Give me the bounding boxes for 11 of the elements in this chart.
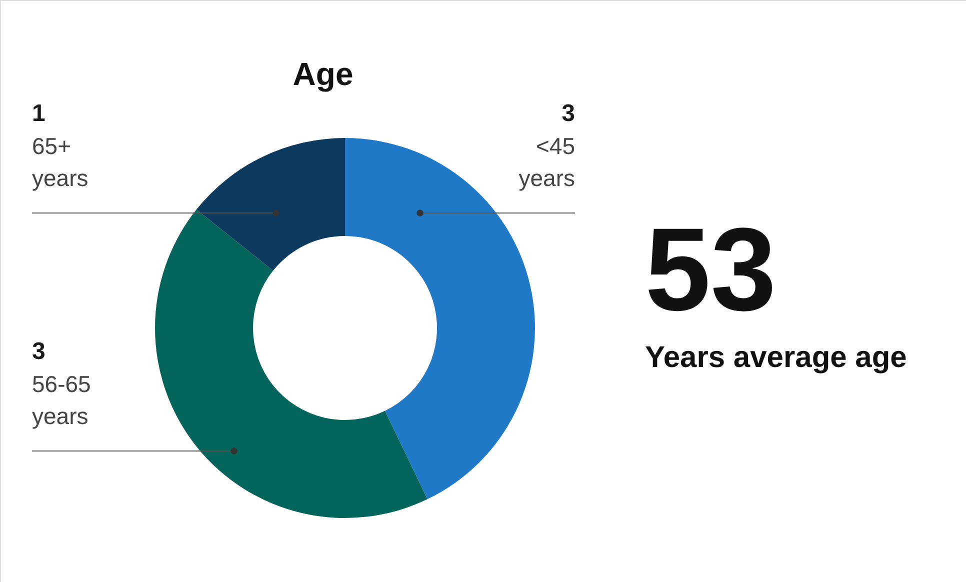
slice-label: 65+ years xyxy=(32,133,88,191)
donut-slice xyxy=(196,138,345,271)
slice-label: <45 years xyxy=(518,133,575,191)
chart-title: Age xyxy=(292,56,354,92)
donut-slice xyxy=(155,210,428,518)
slice-label: 56-65 years xyxy=(32,371,91,429)
data-label: 1 xyxy=(32,100,46,127)
text: 53 xyxy=(645,204,776,336)
text: Years average age xyxy=(645,341,907,374)
data-label: 3 xyxy=(32,338,46,365)
data-label: 3 xyxy=(562,100,575,127)
